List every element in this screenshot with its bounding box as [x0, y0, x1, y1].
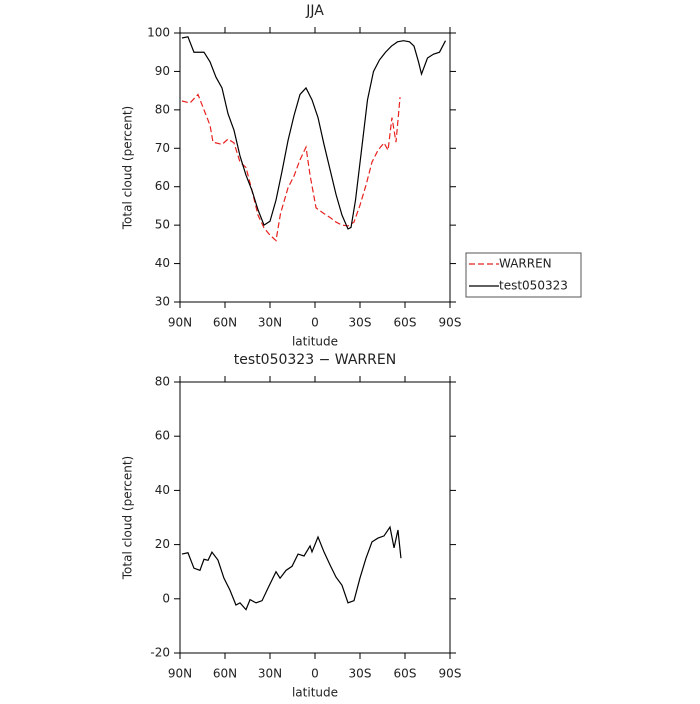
x-tick-label: 60S: [394, 316, 417, 330]
x-tick-label: 90N: [168, 316, 192, 330]
x-tick-label: 60N: [213, 667, 237, 681]
x-tick-label: 60N: [213, 316, 237, 330]
y-tick-label: 70: [155, 141, 170, 155]
legend-label: test050323: [499, 279, 568, 293]
chart-title: JJA: [305, 3, 324, 19]
y-tick-label: 60: [155, 179, 170, 193]
x-axis-label: latitude: [292, 686, 338, 700]
x-tick-label: 90N: [168, 667, 192, 681]
y-tick-label: 60: [155, 429, 170, 443]
y-tick-label: 40: [155, 256, 170, 270]
data-line: [181, 36, 447, 230]
x-tick-label: 0: [311, 667, 319, 681]
y-tick-label: 30: [155, 295, 170, 309]
plot-frame: [179, 381, 451, 654]
x-tick-label: 90S: [439, 316, 462, 330]
y-tick-label: 80: [155, 102, 170, 116]
plot-frame: [179, 32, 451, 303]
chart-title: test050323 − WARREN: [234, 352, 396, 368]
x-tick-label: 30N: [258, 667, 282, 681]
y-tick-label: 0: [162, 591, 170, 605]
data-line: [181, 525, 402, 611]
y-tick-label: 80: [155, 375, 170, 389]
x-tick-label: 30N: [258, 316, 282, 330]
legend-label: WARREN: [499, 257, 552, 271]
y-tick-label: 100: [147, 26, 170, 40]
x-tick-label: 90S: [439, 667, 462, 681]
x-axis-label: latitude: [292, 335, 338, 349]
x-tick-label: 30S: [349, 316, 372, 330]
y-tick-label: 90: [155, 64, 170, 78]
x-tick-label: 60S: [394, 667, 417, 681]
y-tick-label: 40: [155, 483, 170, 497]
y-axis-label: Total cloud (percent): [121, 456, 135, 580]
y-tick-label: 20: [155, 537, 170, 551]
y-tick-label: 50: [155, 218, 170, 232]
y-axis-label: Total cloud (percent): [121, 106, 135, 230]
legend-box: [465, 252, 582, 298]
data-line: [181, 93, 401, 242]
x-tick-label: 30S: [349, 667, 372, 681]
x-tick-label: 0: [311, 316, 319, 330]
y-tick-label: -20: [150, 646, 170, 660]
